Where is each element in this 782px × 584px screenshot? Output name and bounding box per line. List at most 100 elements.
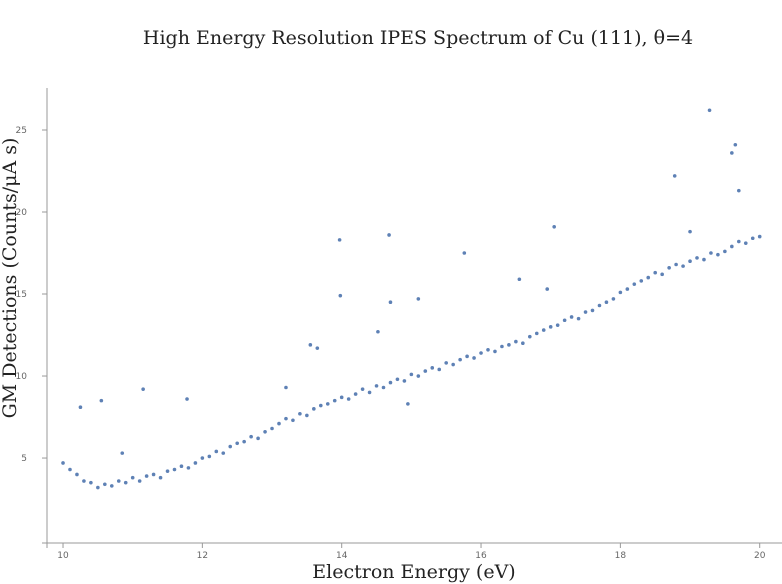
data-point [158, 475, 163, 480]
data-point [406, 402, 410, 406]
y-tick-label: 10 [16, 372, 28, 382]
data-point [541, 328, 546, 332]
data-point [462, 251, 467, 255]
data-point [367, 390, 372, 395]
data-point [200, 456, 205, 460]
data-point [346, 397, 351, 401]
data-point [618, 290, 623, 295]
y-axis-label: GM Detections (Counts/μA s) [0, 138, 21, 419]
data-point [103, 482, 107, 487]
data-point [214, 449, 219, 454]
data-point [451, 362, 455, 367]
data-point [68, 467, 72, 472]
data-point [99, 398, 104, 403]
data-point [688, 259, 692, 264]
data-point [597, 303, 602, 308]
data-point [723, 249, 727, 254]
data-point [409, 372, 414, 377]
data-point [89, 480, 93, 485]
data-point [402, 379, 407, 383]
data-point [332, 398, 337, 403]
data-point [312, 407, 316, 411]
data-point [639, 279, 644, 283]
data-point [109, 484, 114, 488]
data-point [339, 395, 344, 400]
data-point [78, 405, 83, 409]
data-point [590, 308, 595, 313]
data-point [437, 367, 442, 372]
data-point [514, 339, 518, 344]
data-point [604, 300, 609, 305]
x-axis-label: Electron Energy (eV) [312, 561, 515, 583]
data-point [646, 275, 651, 280]
data-point [284, 416, 288, 421]
data-point [611, 297, 616, 301]
data-point [625, 287, 630, 291]
data-point [702, 257, 706, 262]
data-point [116, 479, 121, 483]
data-point [388, 380, 393, 385]
data-point [165, 469, 170, 473]
data-point [298, 411, 302, 416]
x-tick-label: 18 [615, 551, 627, 561]
data-point [583, 310, 588, 314]
data-point [653, 270, 658, 275]
data-point [672, 174, 677, 178]
chart-title: High Energy Resolution IPES Spectrum of … [143, 27, 693, 49]
data-point [743, 241, 748, 245]
data-point [338, 293, 343, 298]
data-point [256, 436, 260, 441]
x-tick-label: 20 [754, 551, 766, 561]
data-point [374, 384, 379, 388]
data-point [381, 385, 386, 390]
data-point [120, 451, 125, 455]
data-point [660, 272, 664, 277]
data-point [465, 354, 469, 359]
data-point [416, 374, 421, 378]
data-point [444, 361, 448, 365]
data-point [315, 346, 320, 350]
data-point [737, 188, 741, 193]
data-point [61, 461, 65, 465]
data-point [750, 236, 755, 241]
data-point [353, 392, 358, 396]
data-point [96, 485, 100, 490]
data-point [172, 467, 177, 472]
data-point [228, 444, 233, 449]
data-point [486, 347, 490, 352]
data-point [707, 108, 712, 113]
data-point [472, 356, 476, 360]
x-tick-label: 16 [475, 551, 487, 561]
data-point [681, 264, 685, 268]
x-tick-label: 10 [57, 551, 69, 561]
data-point [270, 426, 274, 431]
x-tick-label: 14 [336, 551, 348, 561]
x-tick-label: 12 [197, 551, 208, 561]
data-point [308, 343, 313, 347]
data-point [305, 413, 309, 418]
data-point [423, 369, 428, 373]
data-point [185, 397, 189, 401]
data-point [221, 451, 226, 455]
data-point [388, 300, 393, 305]
data-point [376, 329, 380, 334]
data-point [82, 479, 86, 483]
data-point [667, 265, 671, 270]
data-point [395, 377, 400, 382]
data-point [552, 224, 556, 229]
data-point [517, 277, 522, 282]
data-point [284, 385, 288, 390]
data-point [242, 439, 246, 444]
data-point [263, 429, 267, 434]
data-point [151, 472, 156, 477]
y-tick-label: 20 [16, 208, 28, 218]
data-point [291, 418, 295, 423]
data-point [318, 403, 323, 408]
data-point [137, 479, 142, 483]
data-point [416, 297, 421, 301]
data-point [730, 244, 734, 249]
data-point [528, 334, 532, 339]
data-point [193, 461, 198, 465]
data-point [144, 474, 149, 478]
data-point [186, 466, 191, 470]
